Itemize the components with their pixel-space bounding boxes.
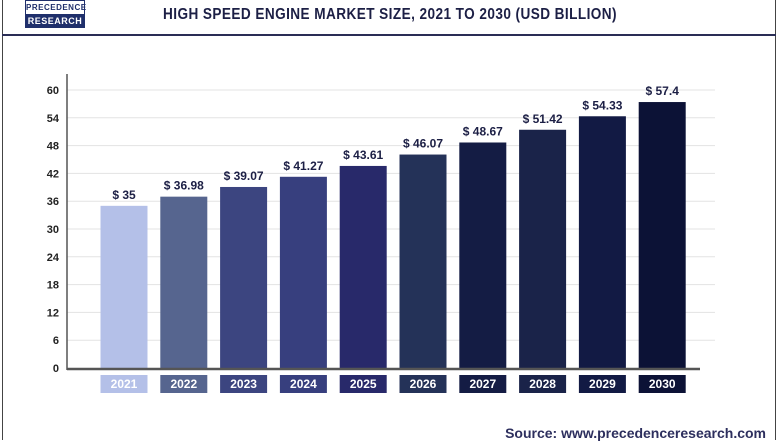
x-tick-label: 2026	[410, 377, 437, 391]
data-label: $ 35	[112, 188, 136, 202]
y-tick-label: 36	[47, 196, 59, 208]
bar	[339, 165, 387, 368]
y-tick-label: 18	[47, 280, 59, 292]
x-label-box	[399, 375, 447, 393]
y-tick-label: 12	[47, 307, 59, 319]
x-label-box	[279, 375, 327, 393]
data-label: $ 46.07	[403, 137, 443, 151]
bar	[519, 129, 567, 368]
bar	[279, 176, 327, 368]
y-tick-label: 54	[47, 113, 60, 125]
y-tick-label: 30	[47, 224, 59, 236]
logo: PRECEDENCE RESEARCH	[25, 0, 86, 28]
bar	[399, 154, 447, 368]
bar	[220, 186, 268, 368]
y-tick-label: 24	[47, 252, 60, 264]
x-tick-label: 2024	[290, 377, 317, 391]
y-tick-label: 0	[53, 363, 59, 375]
chart-title: HIGH SPEED ENGINE MARKET SIZE, 2021 TO 2…	[163, 6, 617, 23]
data-label: $ 36.98	[164, 179, 204, 193]
y-tick-label: 6	[53, 335, 59, 347]
y-tick-label: 60	[47, 85, 59, 97]
data-label: $ 57.4	[646, 84, 680, 98]
x-label-box	[339, 375, 387, 393]
x-tick-label: 2028	[529, 377, 556, 391]
bar	[100, 205, 148, 368]
logo-line1: PRECEDENCE	[25, 0, 86, 15]
x-tick-label: 2022	[170, 377, 197, 391]
x-tick-label: 2030	[649, 377, 676, 391]
x-tick-label: 2029	[589, 377, 616, 391]
source-link[interactable]: Source: www.precedenceresearch.com	[505, 425, 766, 441]
y-tick-label: 42	[47, 168, 59, 180]
x-tick-label: 2023	[230, 377, 257, 391]
y-tick-label: 48	[47, 141, 59, 153]
data-label: $ 41.27	[283, 159, 323, 173]
bar	[638, 102, 686, 369]
bar	[160, 196, 208, 368]
x-tick-label: 2021	[111, 377, 138, 391]
x-label-box	[519, 375, 567, 393]
data-label: $ 43.61	[343, 148, 383, 162]
x-label-box	[638, 375, 686, 393]
logo-line2: RESEARCH	[27, 16, 83, 26]
data-label: $ 54.33	[582, 98, 622, 112]
x-label-box	[578, 375, 626, 393]
x-label-box	[220, 375, 268, 393]
x-label-box	[160, 375, 208, 393]
x-tick-label: 2025	[350, 377, 377, 391]
data-label: $ 51.42	[523, 112, 563, 126]
data-label: $ 39.07	[224, 169, 264, 183]
bar	[578, 116, 626, 369]
bar	[459, 142, 507, 368]
x-label-box	[459, 375, 507, 393]
data-label: $ 48.67	[463, 124, 503, 138]
x-label-box	[100, 375, 148, 393]
divider	[2, 34, 776, 36]
x-tick-label: 2027	[469, 377, 496, 391]
